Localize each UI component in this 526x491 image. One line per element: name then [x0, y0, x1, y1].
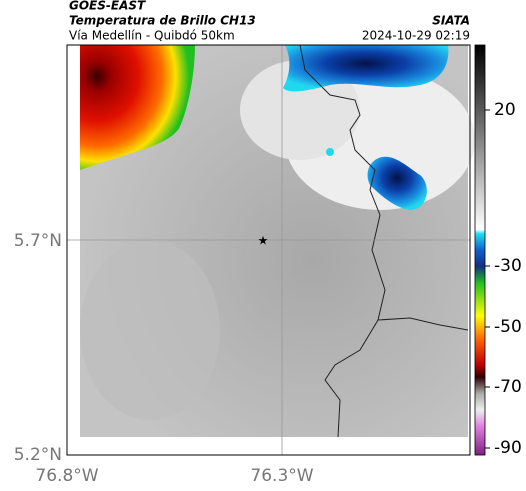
timestamp: 2024-10-29 02:19	[362, 29, 470, 43]
cloud	[283, 45, 449, 92]
colorbar-tick-label: -30	[494, 256, 522, 276]
route: Vía Medellín - Quibdó 50km	[69, 29, 235, 43]
lon-label: 76.8°W	[35, 466, 98, 486]
cold-cloud	[80, 45, 195, 170]
lat-label: 5.2°N	[14, 445, 62, 465]
lon-label: 76.3°W	[250, 466, 313, 486]
satellite: GOES-EAST	[69, 0, 146, 13]
colorbar-tick-label: -70	[494, 377, 522, 397]
location-marker: ★	[258, 234, 269, 248]
colorbar-tick-label: -50	[494, 317, 522, 337]
map: ★	[66, 44, 475, 456]
title: Temperatura de Brillo CH13	[69, 14, 256, 28]
source: SIATA	[432, 14, 470, 28]
colorbar	[474, 44, 486, 456]
colorbar-tick-label: -90	[494, 438, 522, 458]
lat-label: 5.7°N	[14, 231, 62, 251]
colorbar-ticks: 20 -30 -50 -70 -90	[485, 100, 522, 458]
colorbar-tick-label: 20	[494, 100, 516, 120]
frame	[66, 44, 471, 456]
border	[299, 44, 469, 438]
cloud	[367, 156, 427, 210]
